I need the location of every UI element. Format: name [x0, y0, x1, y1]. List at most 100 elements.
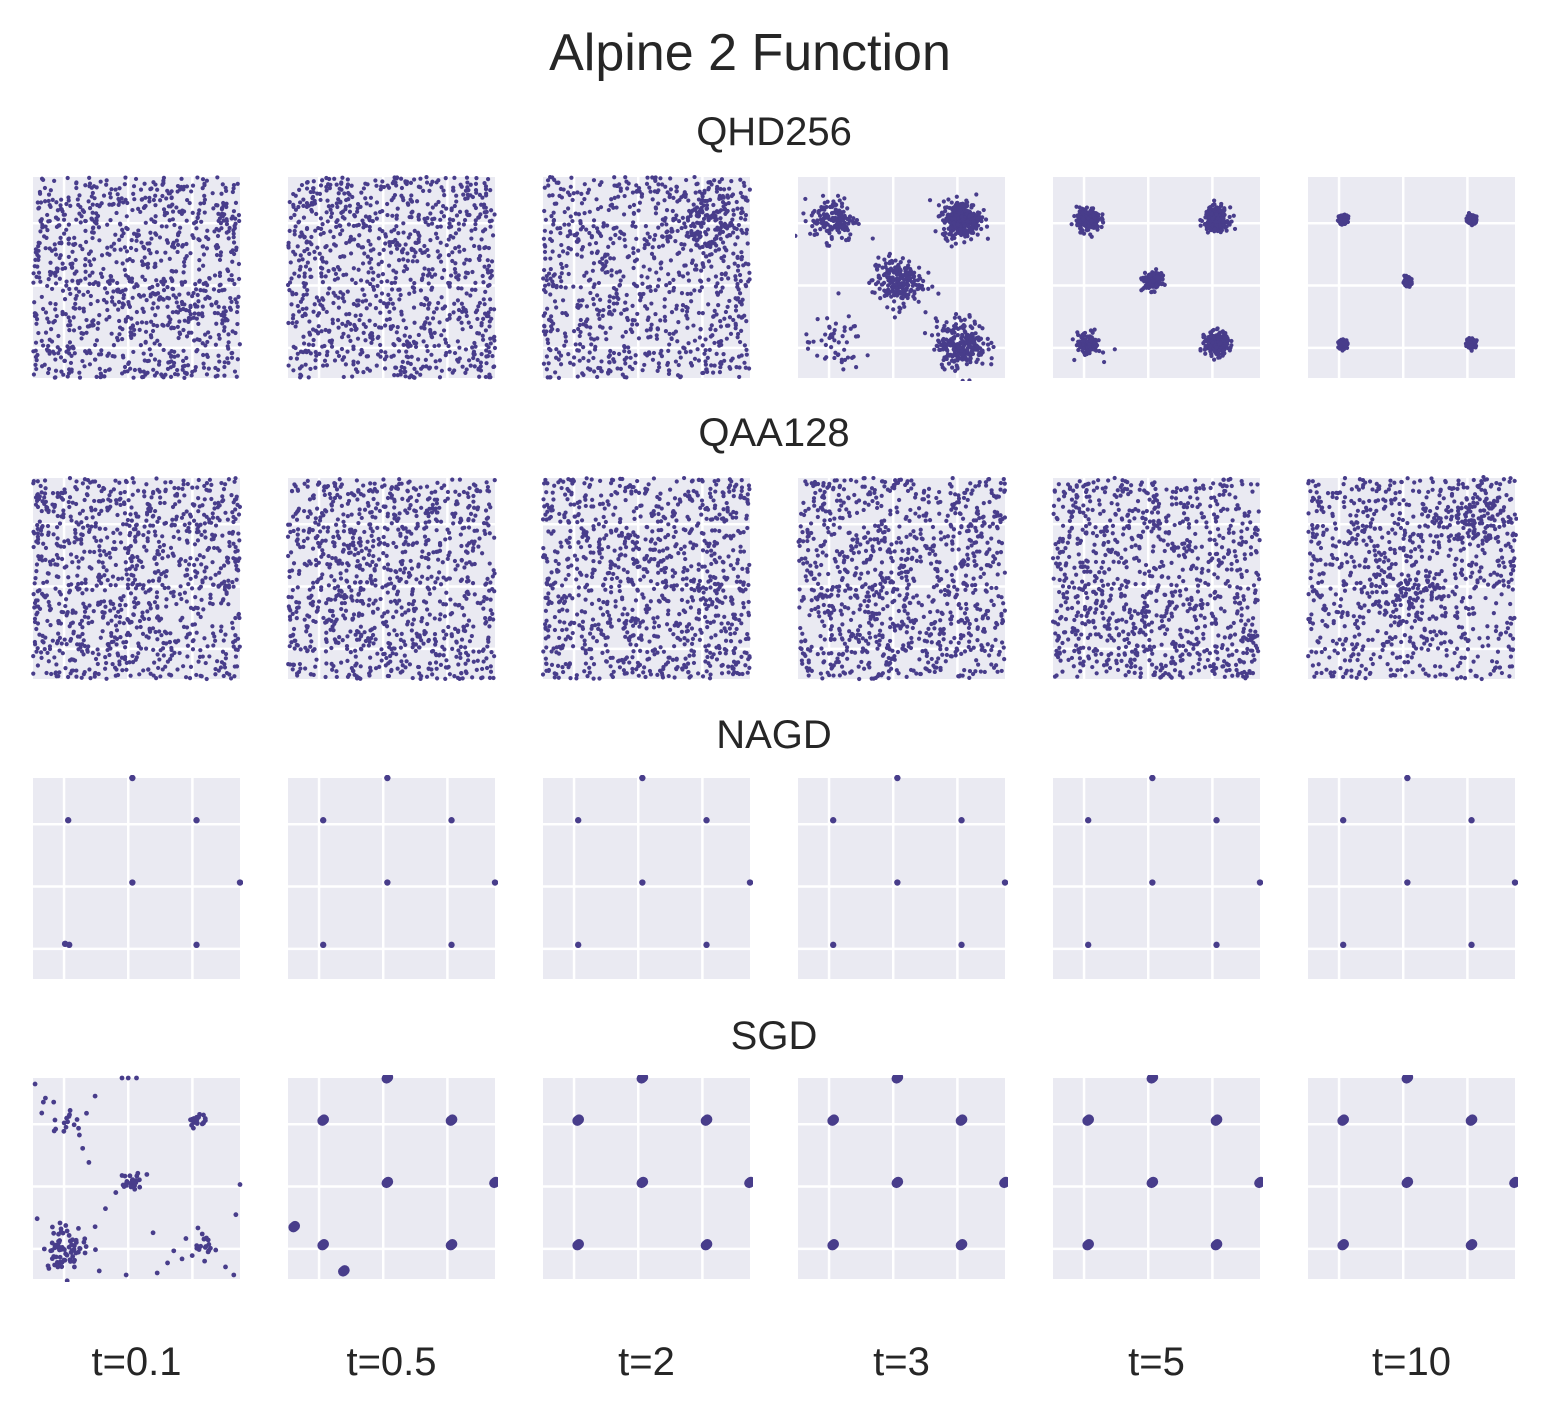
- data-point: [314, 353, 319, 358]
- data-point: [680, 215, 685, 220]
- data-point: [558, 353, 564, 358]
- data-point: [608, 256, 613, 261]
- data-point: [685, 271, 690, 276]
- data-point: [182, 279, 188, 284]
- data-point: [212, 310, 217, 316]
- data-point: [174, 309, 179, 314]
- data-point: [962, 227, 967, 232]
- data-point: [956, 345, 961, 351]
- data-point: [737, 339, 743, 345]
- data-point: [584, 304, 590, 309]
- data-point: [341, 355, 347, 360]
- data-point: [584, 270, 589, 275]
- data-point: [552, 201, 557, 206]
- data-point: [733, 274, 738, 279]
- data-point: [452, 301, 457, 306]
- data-point: [544, 277, 549, 283]
- data-point: [415, 259, 420, 264]
- data-point: [74, 269, 79, 274]
- data-point: [640, 368, 645, 373]
- data-point: [162, 213, 167, 218]
- data-point: [202, 210, 207, 215]
- data-point: [236, 212, 242, 218]
- data-point: [345, 349, 350, 354]
- data-point: [349, 183, 354, 188]
- data-point: [744, 347, 749, 352]
- data-point: [542, 249, 548, 255]
- data-point: [368, 281, 373, 287]
- data-point: [648, 327, 653, 332]
- data-point: [718, 186, 723, 192]
- data-point: [112, 247, 117, 252]
- data-point: [70, 265, 75, 270]
- data-point: [175, 367, 180, 373]
- data-point: [175, 183, 181, 189]
- data-point: [653, 178, 658, 184]
- data-point: [177, 331, 183, 337]
- data-point: [332, 176, 337, 181]
- data-point: [548, 230, 554, 235]
- data-point: [134, 238, 139, 243]
- data-point: [747, 187, 752, 192]
- data-point: [368, 203, 373, 208]
- data-point: [307, 319, 312, 324]
- data-point: [319, 256, 324, 262]
- data-point: [89, 185, 94, 190]
- data-point: [709, 363, 714, 368]
- data-point: [134, 234, 140, 239]
- data-point: [394, 224, 399, 229]
- data-point: [333, 271, 339, 277]
- data-point: [77, 193, 82, 198]
- data-point: [61, 372, 66, 377]
- data-point: [426, 306, 431, 311]
- data-point: [680, 303, 686, 308]
- data-point: [579, 247, 584, 252]
- data-point: [93, 220, 98, 225]
- data-point: [556, 350, 562, 355]
- data-point: [834, 211, 839, 216]
- data-point: [325, 198, 330, 203]
- data-point: [327, 338, 332, 344]
- data-point: [684, 313, 689, 318]
- data-point: [319, 271, 324, 276]
- data-point: [127, 304, 133, 309]
- data-point: [630, 190, 636, 195]
- data-point: [73, 306, 78, 311]
- data-point: [433, 359, 438, 364]
- data-point: [570, 218, 575, 224]
- data-point: [415, 230, 421, 235]
- data-point: [705, 355, 710, 361]
- data-point: [832, 355, 837, 361]
- data-point: [430, 179, 435, 184]
- data-point: [224, 222, 230, 227]
- data-point: [398, 176, 404, 181]
- data-point: [124, 214, 129, 219]
- data-point: [104, 178, 109, 183]
- data-point: [197, 208, 202, 213]
- data-point: [154, 278, 159, 283]
- data-point: [492, 212, 497, 217]
- data-point: [309, 234, 314, 240]
- data-point: [409, 215, 414, 220]
- data-point: [389, 280, 394, 286]
- data-point: [459, 286, 464, 291]
- data-point: [214, 252, 220, 258]
- data-point: [620, 372, 625, 377]
- data-point: [943, 209, 948, 214]
- data-point: [367, 224, 372, 230]
- data-point: [77, 370, 82, 375]
- data-point: [83, 257, 88, 262]
- data-point: [46, 343, 51, 349]
- data-point: [625, 317, 630, 323]
- data-point: [437, 358, 443, 363]
- data-point: [92, 196, 97, 201]
- data-point: [706, 227, 711, 232]
- data-point: [479, 202, 484, 207]
- data-point: [317, 191, 323, 197]
- data-point: [647, 185, 652, 190]
- data-point: [948, 352, 953, 357]
- data-point: [886, 278, 891, 283]
- data-point: [649, 301, 654, 306]
- data-point: [167, 256, 172, 262]
- data-point: [477, 253, 483, 259]
